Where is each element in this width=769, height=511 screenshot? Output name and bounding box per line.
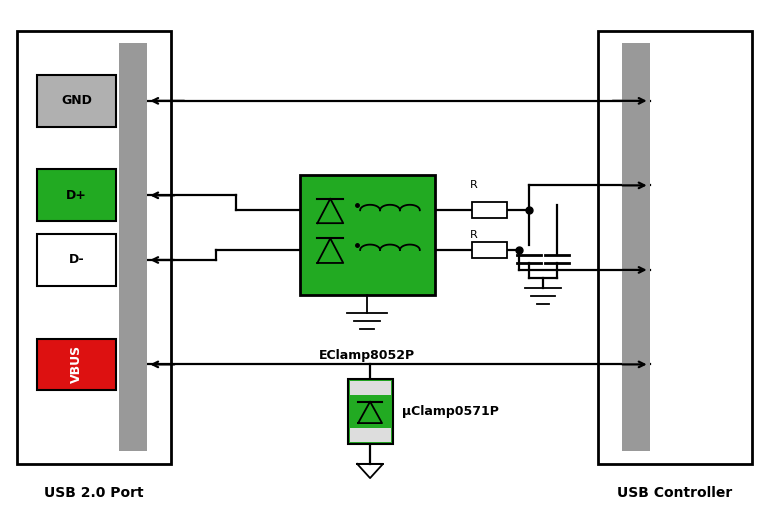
Bar <box>348 379 393 444</box>
Bar <box>471 202 508 218</box>
Text: VBUS: VBUS <box>70 345 83 383</box>
Bar <box>119 43 148 451</box>
Bar <box>17 31 171 464</box>
Bar <box>598 31 752 464</box>
Bar <box>471 242 508 258</box>
Text: D+: D+ <box>66 189 87 202</box>
Bar <box>37 234 116 286</box>
Bar <box>37 75 116 127</box>
Text: μClamp0571P: μClamp0571P <box>402 405 499 417</box>
Bar <box>350 428 391 442</box>
Bar <box>621 43 650 451</box>
Text: GND: GND <box>62 95 92 107</box>
Text: R: R <box>470 230 478 240</box>
Bar <box>37 339 116 390</box>
Text: D-: D- <box>69 253 85 266</box>
Text: EClamp8052P: EClamp8052P <box>319 350 415 362</box>
Bar <box>301 175 434 295</box>
Text: R: R <box>470 180 478 191</box>
Text: USB 2.0 Port: USB 2.0 Port <box>45 486 144 500</box>
Bar <box>37 170 116 221</box>
Text: USB Controller: USB Controller <box>618 486 733 500</box>
Bar <box>350 381 391 395</box>
